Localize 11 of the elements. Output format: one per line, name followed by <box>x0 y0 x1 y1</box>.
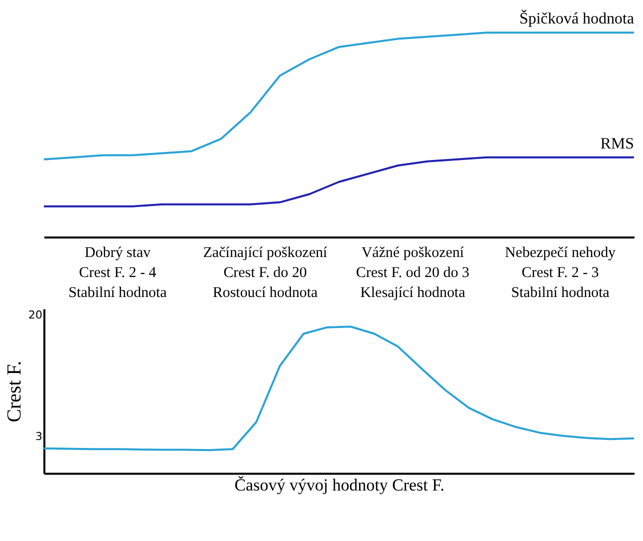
text: Dobrý stav Crest F. 2 - 4 Stabilní hodnota <box>68 244 168 301</box>
y-tick-label: 20 <box>28 308 42 322</box>
line-series <box>42 326 636 452</box>
series-label: Špičková hodnota <box>519 10 634 28</box>
y-tick-label: 3 <box>35 430 42 443</box>
text: Nebezpečí nehody Crest F. 2 - 3 Stabilní hodnota <box>504 244 616 301</box>
x-axis-title: Časový vývoj hodnoty Crest F. <box>234 476 444 495</box>
y-axis-title: Crest F. <box>3 360 26 422</box>
text: Vážné poškození Crest F. od 20 do 3 Klesající hodnota <box>356 244 470 301</box>
text: Začínající poškození Crest F. do 20 Rostoucí hodnota <box>203 244 328 301</box>
series-label: RMS <box>600 135 634 152</box>
